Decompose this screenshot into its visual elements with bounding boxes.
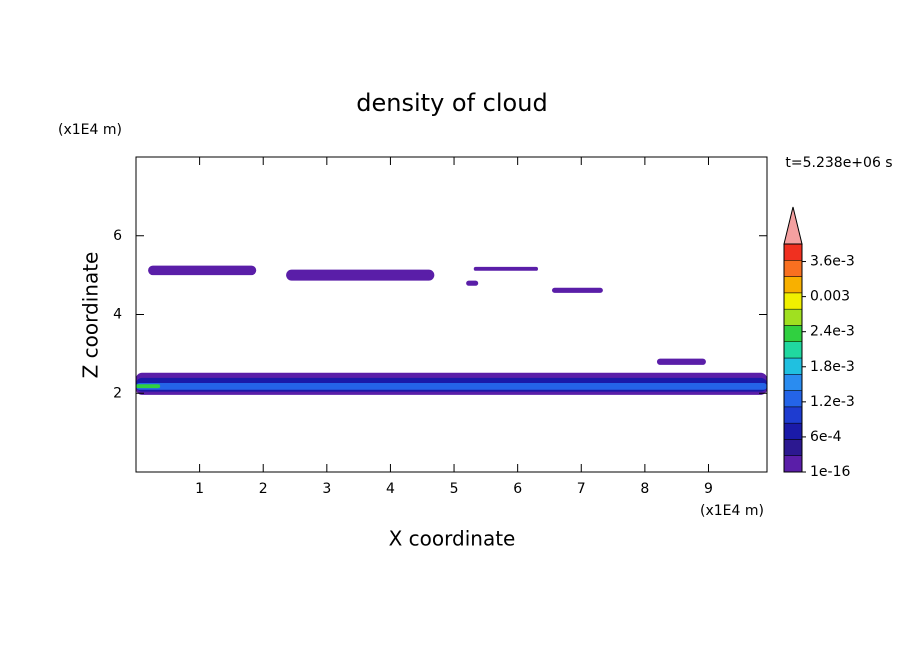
colorbar-band [783, 292, 803, 310]
y-tick-label: 4 [113, 307, 122, 323]
colorbar-band [783, 308, 803, 326]
y-tick-label: 2 [113, 385, 122, 401]
colorbar-tick-label: 3.6e-3 [810, 254, 855, 270]
x-tick-label: 8 [640, 481, 649, 497]
x-tick-label: 4 [386, 481, 395, 497]
chart-title: density of cloud [356, 89, 547, 117]
contour-region [136, 384, 161, 389]
colorbar-tick-label: 1.8e-3 [810, 359, 855, 375]
colorbar-tick-label: 1e-16 [810, 464, 850, 480]
x-axis-label: X coordinate [389, 527, 516, 551]
colorbar-band [783, 357, 803, 375]
plot-frame [135, 156, 768, 473]
colorbar-band [783, 406, 803, 424]
colorbar-band [783, 455, 803, 473]
y-axis-label: Z coordinate [79, 252, 103, 379]
contour-region [466, 280, 479, 286]
x-tick-label: 3 [322, 481, 331, 497]
contour-region [656, 358, 706, 365]
x-tick-label: 2 [259, 481, 268, 497]
contour-region [552, 287, 603, 293]
colorbar-band [783, 422, 803, 440]
y-tick-label: 6 [113, 228, 122, 244]
colorbar-band [783, 243, 803, 261]
colorbar-band [783, 341, 803, 359]
x-tick-label: 9 [704, 481, 713, 497]
x-unit: (x1E4 m) [700, 503, 764, 519]
colorbar-frame [783, 243, 803, 473]
contour-region [136, 383, 767, 390]
colorbar-band [783, 374, 803, 391]
y-unit: (x1E4 m) [58, 122, 122, 138]
colorbar-tick-label: 6e-4 [810, 429, 842, 445]
contour-region [286, 269, 435, 281]
colorbar-tick-label: 1.2e-3 [810, 394, 855, 410]
colorbar-extension [783, 206, 803, 245]
colorbar-band [783, 439, 803, 456]
x-tick-label: 1 [195, 481, 204, 497]
contour-region [148, 265, 257, 276]
x-tick-label: 6 [513, 481, 522, 497]
time-label: t=5.238e+06 s [785, 155, 892, 171]
x-tick-label: 5 [450, 481, 459, 497]
colorbar-band [783, 325, 803, 342]
colorbar-band [783, 390, 803, 408]
colorbar-band [783, 260, 803, 277]
x-tick-label: 7 [577, 481, 586, 497]
contour-region [473, 266, 539, 271]
colorbar-tick-label: 0.003 [810, 289, 850, 305]
colorbar-tick-label: 2.4e-3 [810, 324, 855, 340]
colorbar-band [783, 276, 803, 294]
